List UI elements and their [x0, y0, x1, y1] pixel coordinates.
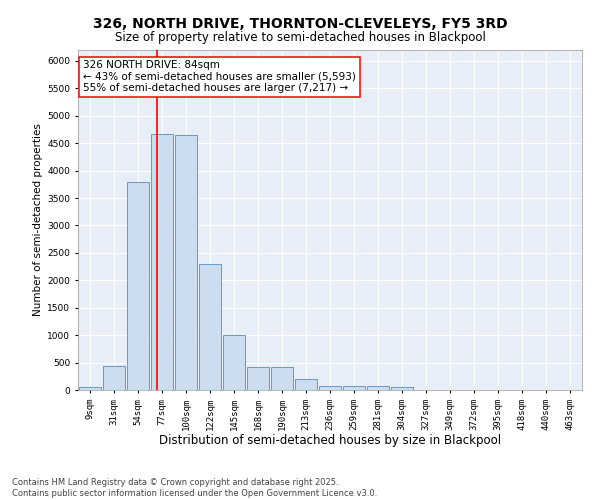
Bar	[391, 388, 413, 390]
X-axis label: Distribution of semi-detached houses by size in Blackpool: Distribution of semi-detached houses by …	[159, 434, 501, 447]
Text: Size of property relative to semi-detached houses in Blackpool: Size of property relative to semi-detach…	[115, 31, 485, 44]
Bar	[319, 386, 341, 390]
Bar	[247, 367, 269, 390]
Bar	[175, 135, 197, 390]
Bar	[103, 366, 125, 390]
Text: 326 NORTH DRIVE: 84sqm
← 43% of semi-detached houses are smaller (5,593)
55% of : 326 NORTH DRIVE: 84sqm ← 43% of semi-det…	[83, 60, 356, 94]
Bar	[151, 134, 173, 390]
Bar	[127, 182, 149, 390]
Bar	[367, 386, 389, 390]
Text: 326, NORTH DRIVE, THORNTON-CLEVELEYS, FY5 3RD: 326, NORTH DRIVE, THORNTON-CLEVELEYS, FY…	[92, 18, 508, 32]
Y-axis label: Number of semi-detached properties: Number of semi-detached properties	[33, 124, 43, 316]
Bar	[343, 386, 365, 390]
Bar	[199, 264, 221, 390]
Bar	[79, 388, 101, 390]
Bar	[295, 379, 317, 390]
Bar	[223, 335, 245, 390]
Text: Contains HM Land Registry data © Crown copyright and database right 2025.
Contai: Contains HM Land Registry data © Crown c…	[12, 478, 377, 498]
Bar	[271, 367, 293, 390]
